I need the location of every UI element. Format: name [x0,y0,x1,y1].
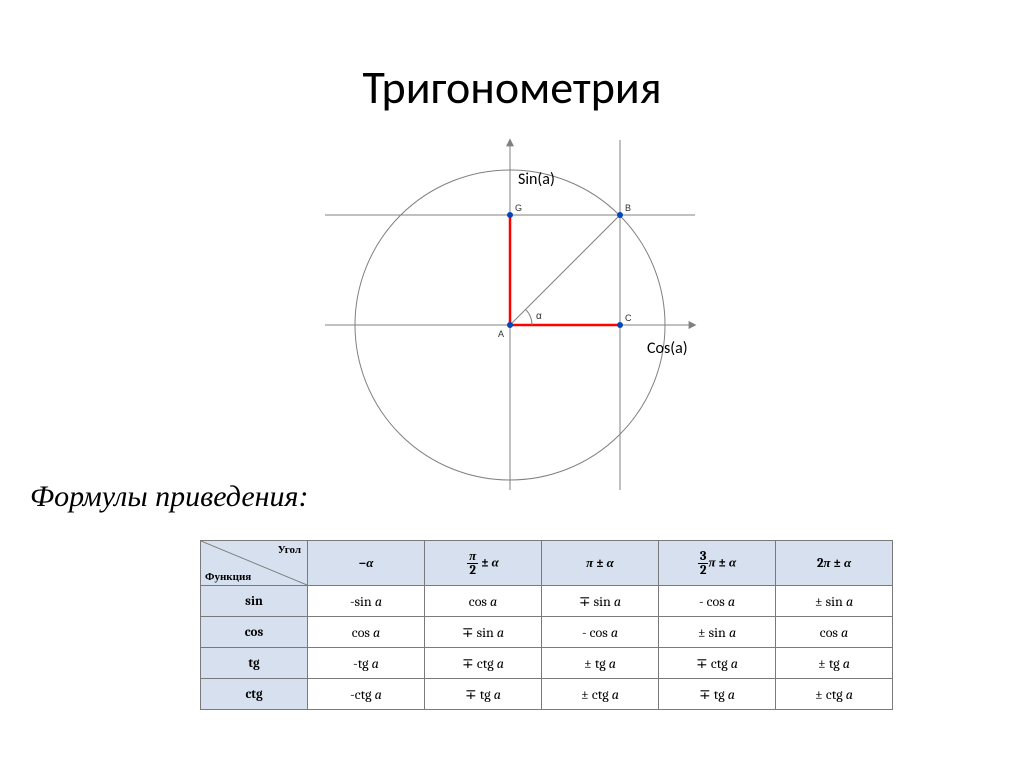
table-cell: - cos a [659,586,776,617]
row-header: ctg [201,679,308,710]
unit-circle-svg: A B C Gα Sin(a) Cos(a) [290,130,730,490]
table-cell: cos a [776,617,893,648]
corner-label-function: Функция [205,570,251,583]
column-header: 32π ± α [659,541,776,586]
row-header: sin [201,586,308,617]
page-title: Тригонометрия [0,60,1024,116]
svg-text:Cos(a): Cos(a) [647,339,688,358]
table-row: tg-tg a∓ ctg a± tg a∓ ctg a± tg a [201,648,893,679]
table-cell: -sin a [308,586,425,617]
reduction-table-wrap: УголФункция−απ2 ± απ ± α32π ± α2π ± αsin… [200,540,893,710]
column-header: π2 ± α [425,541,542,586]
table-cell: ± tg a [776,648,893,679]
table-cell: -tg a [308,648,425,679]
table-cell: ∓ sin a [542,586,659,617]
section-subtitle: Формулы приведения: [30,480,308,514]
table-cell: ± ctg a [776,679,893,710]
svg-text:C: C [625,313,632,323]
column-header: π ± α [542,541,659,586]
svg-text:A: A [498,329,504,339]
table-cell: ∓ ctg a [425,648,542,679]
table-cell: ∓ ctg a [659,648,776,679]
svg-text:B: B [625,203,631,213]
row-header: tg [201,648,308,679]
table-row: sin-sin acos a∓ sin a- cos a± sin a [201,586,893,617]
row-header: cos [201,617,308,648]
table-row: coscos a∓ sin a- cos a± sin acos a [201,617,893,648]
table-corner-cell: Угол Функция [201,541,308,586]
table-cell: ± ctg a [542,679,659,710]
table-cell: ± tg a [542,648,659,679]
table-cell: ∓ sin a [425,617,542,648]
table-cell: ± sin a [776,586,893,617]
column-header: 2π ± α [776,541,893,586]
reduction-formulas-table: УголФункция−απ2 ± απ ± α32π ± α2π ± αsin… [200,540,893,710]
table-cell: cos a [308,617,425,648]
corner-label-angle: Угол [278,543,301,556]
table-cell: ± sin a [659,617,776,648]
table-cell: - cos a [542,617,659,648]
column-header: −α [308,541,425,586]
table-cell: ∓ tg a [425,679,542,710]
svg-text:G: G [515,203,522,213]
table-row: ctg-ctg a∓ tg a± ctg a∓ tg a± ctg a [201,679,893,710]
table-cell: -ctg a [308,679,425,710]
svg-text:α: α [536,311,542,322]
unit-circle-diagram: A B C Gα Sin(a) Cos(a) [290,130,730,490]
svg-text:Sin(a): Sin(a) [518,170,555,189]
table-cell: cos a [425,586,542,617]
slide: Тригонометрия A B C Gα Sin(a) Cos(a) Формулы … [0,0,1024,767]
table-cell: ∓ tg a [659,679,776,710]
